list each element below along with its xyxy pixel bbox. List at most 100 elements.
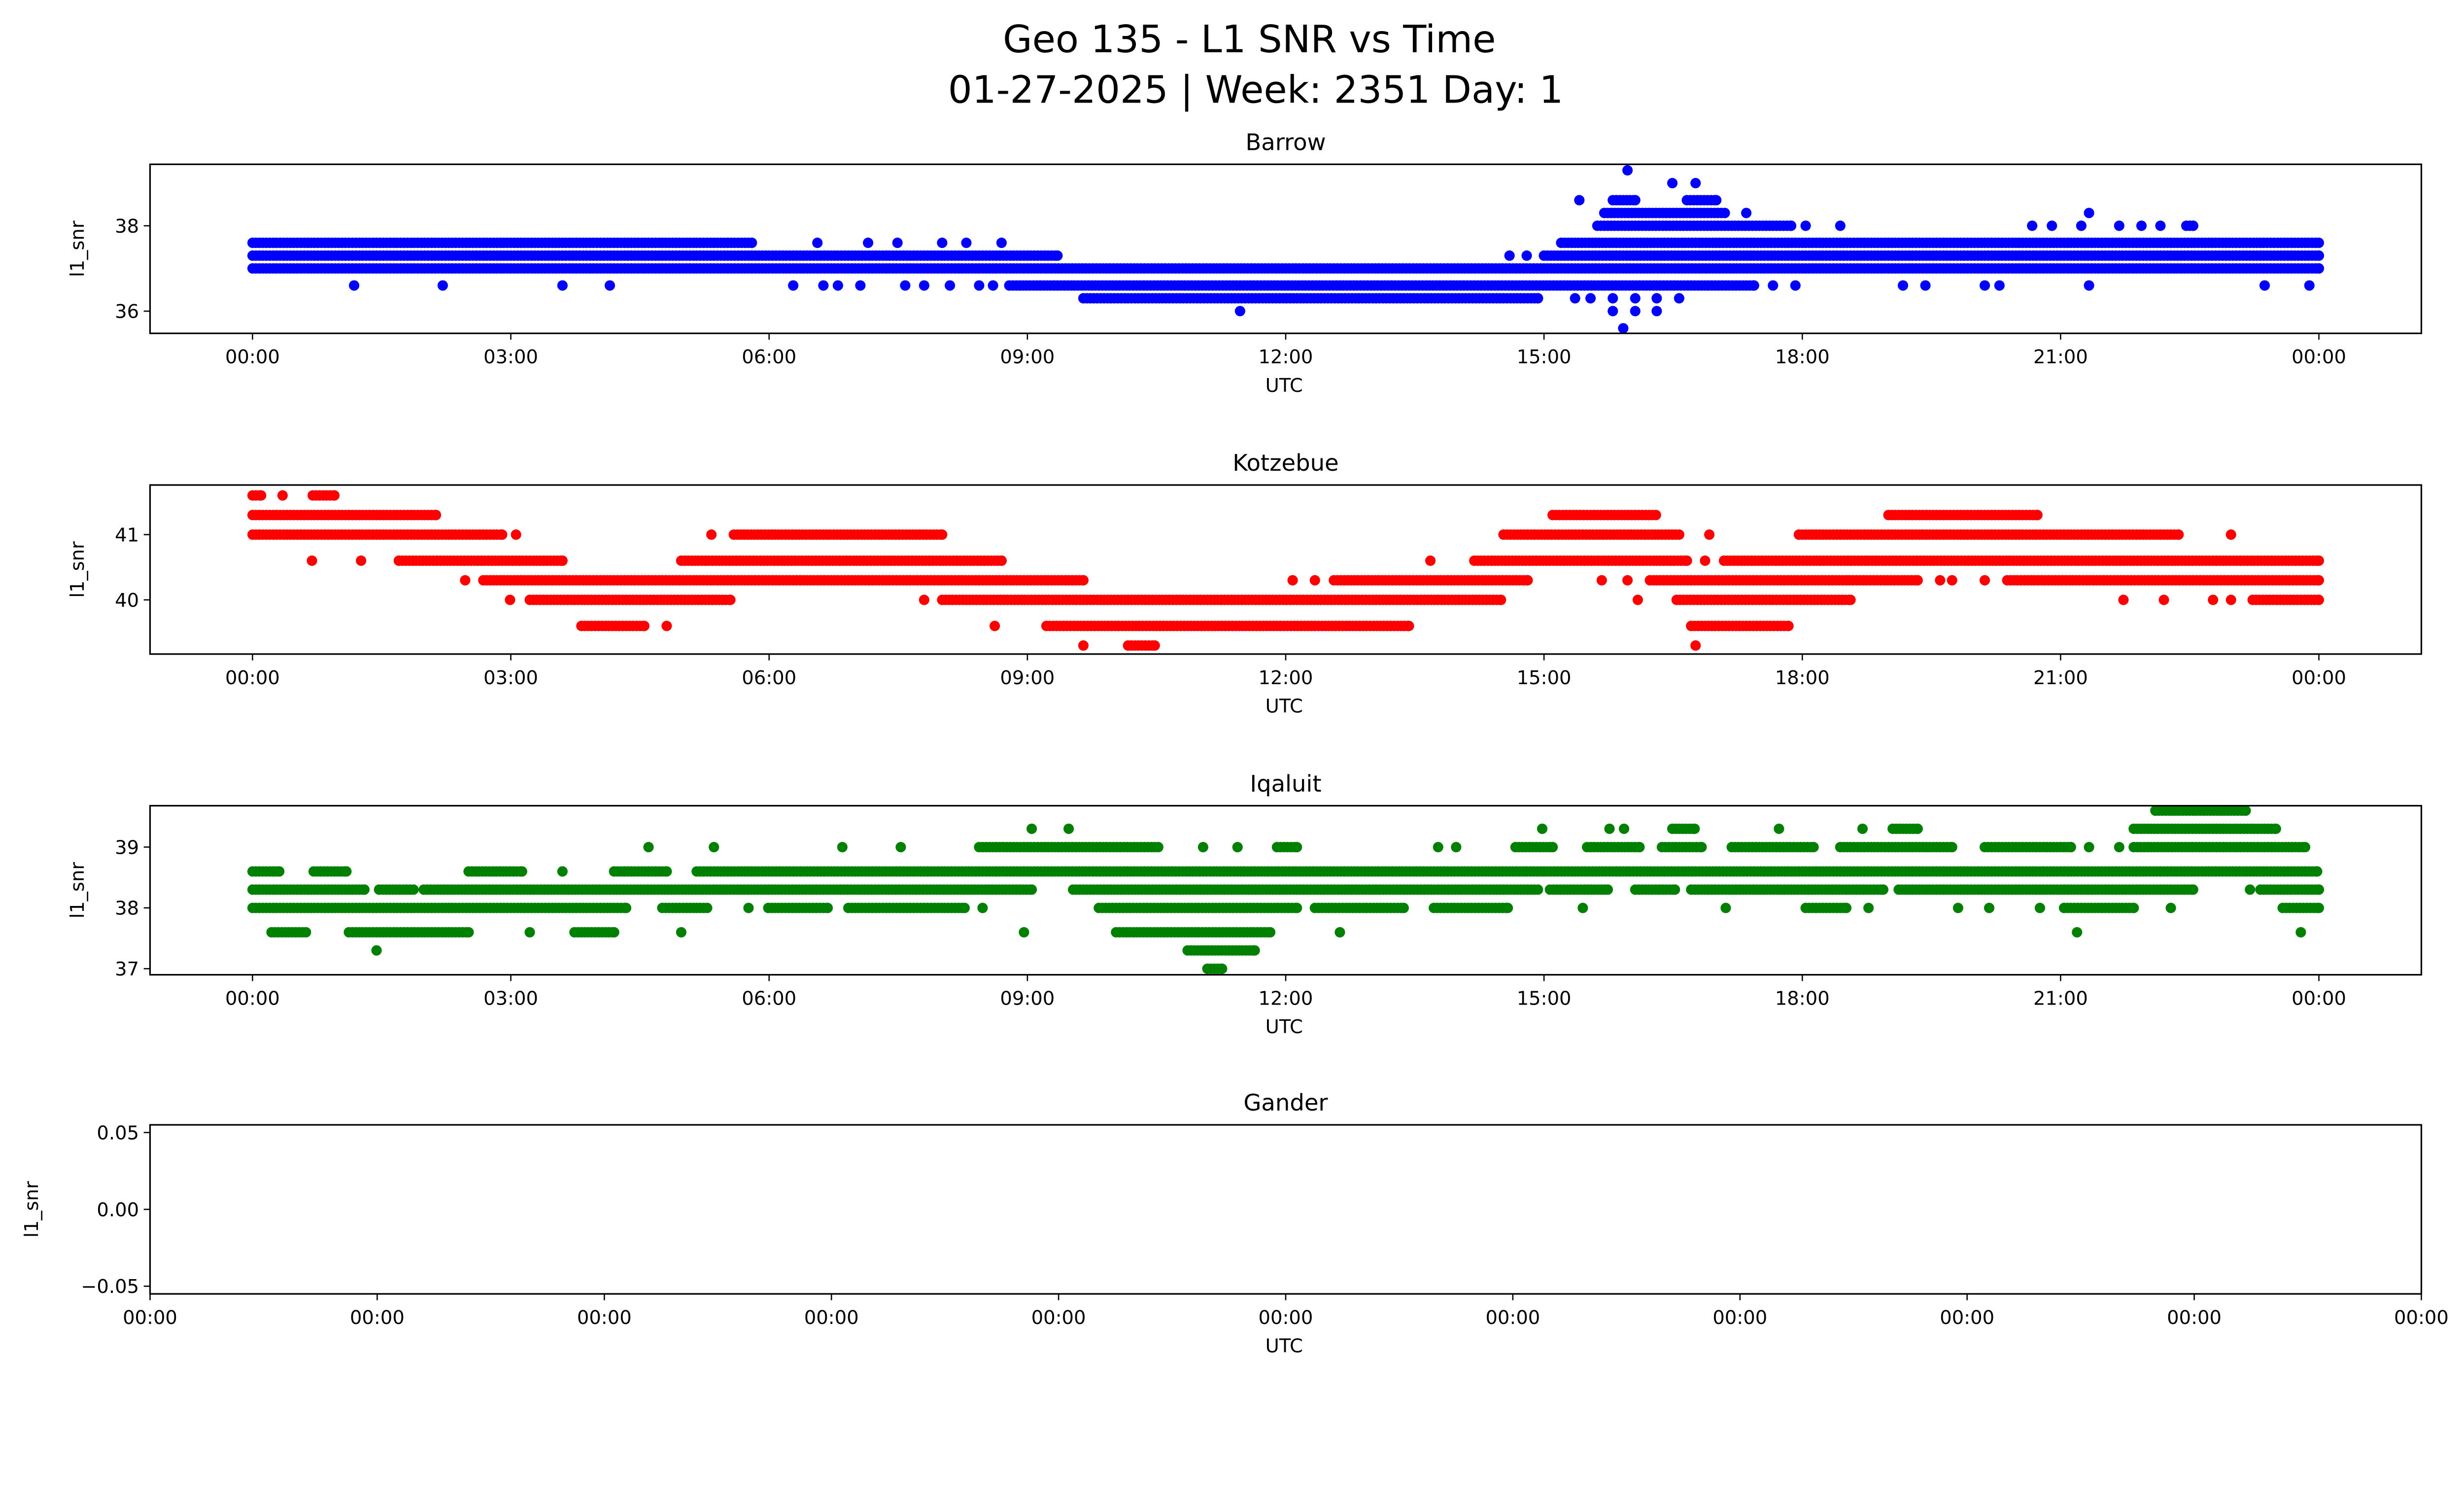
data-point: [1800, 220, 1811, 231]
data-point: [2084, 208, 2094, 218]
data-point: [1574, 195, 1585, 206]
data-point: [1027, 823, 1037, 834]
data-point: [1979, 280, 1990, 291]
data-point: [1596, 575, 1607, 586]
data-point: [900, 280, 911, 291]
x-axis-label: UTC: [1266, 695, 1303, 718]
data-point: [1690, 640, 1701, 651]
data-point: [1425, 555, 1436, 566]
data-point: [2313, 594, 2325, 605]
data-points: [247, 490, 2325, 651]
data-point: [341, 866, 352, 877]
data-point: [937, 238, 948, 248]
data-point: [961, 238, 972, 248]
data-point: [2313, 238, 2325, 248]
data-point: [643, 842, 654, 853]
data-point: [1198, 842, 1208, 853]
data-point: [1547, 842, 1558, 853]
figure-background: [0, 0, 2464, 1382]
data-points: [247, 165, 2325, 334]
data-point: [557, 280, 568, 291]
data-point: [1521, 250, 1532, 261]
data-point: [359, 884, 370, 895]
data-point: [725, 594, 736, 605]
data-point: [1651, 306, 1662, 316]
data-point: [1947, 842, 1957, 853]
data-point: [1979, 575, 1990, 586]
data-point: [2270, 823, 2281, 834]
data-point: [1232, 842, 1243, 853]
data-point: [1149, 640, 1160, 651]
data-point: [1451, 842, 1462, 853]
data-point: [1912, 823, 1923, 834]
data-point: [747, 238, 757, 248]
data-point: [2084, 280, 2094, 291]
data-point: [1504, 250, 1515, 261]
data-point: [1602, 884, 1613, 895]
data-point: [1153, 842, 1164, 853]
data-point: [2225, 529, 2236, 540]
data-point: [2299, 842, 2311, 853]
data-point: [1078, 575, 1089, 586]
data-point: [2208, 594, 2219, 605]
data-point: [2047, 220, 2057, 231]
figure-title-line2: 01-27-2025 | Week: 2351 Day: 1: [948, 68, 1564, 112]
data-point: [709, 842, 719, 853]
data-point: [349, 280, 360, 291]
data-point: [1667, 177, 1678, 189]
data-point: [497, 529, 508, 540]
data-point: [639, 621, 650, 631]
y-tick-label: 40: [115, 590, 139, 612]
figure: Geo 135 - L1 SNR vs Time 01-27-2025 | We…: [0, 0, 2464, 1382]
y-tick-label: 38: [115, 215, 139, 238]
data-point: [256, 490, 267, 501]
data-point: [855, 280, 866, 291]
data-point: [1309, 575, 1320, 586]
data-point: [307, 555, 317, 566]
x-tick-label: 09:00: [1000, 667, 1055, 689]
data-point: [460, 575, 471, 586]
data-point: [2027, 220, 2038, 231]
data-point: [837, 842, 848, 853]
data-point: [2084, 842, 2094, 853]
data-point: [892, 238, 903, 248]
data-point: [706, 529, 717, 540]
data-point: [2312, 866, 2323, 877]
data-point: [1711, 195, 1722, 206]
subplot-title: Barrow: [1245, 129, 1326, 155]
data-point: [818, 280, 829, 291]
data-point: [1052, 250, 1063, 261]
y-axis-label: l1_snr: [67, 220, 89, 277]
data-point: [1618, 323, 1629, 334]
data-point: [2259, 280, 2270, 291]
data-point: [990, 621, 1000, 631]
data-point: [505, 594, 515, 605]
data-point: [2313, 263, 2325, 274]
data-point: [988, 280, 998, 291]
data-point: [2188, 220, 2198, 231]
data-point: [1681, 555, 1692, 566]
data-point: [1947, 575, 1957, 586]
data-point: [1768, 280, 1779, 291]
data-point: [1604, 823, 1615, 834]
data-point: [1537, 823, 1548, 834]
data-point: [516, 866, 527, 877]
data-point: [1689, 823, 1700, 834]
data-point: [1696, 842, 1707, 853]
data-point: [1741, 208, 1752, 218]
data-point: [1234, 306, 1245, 316]
figure-title-line1: Geo 135 - L1 SNR vs Time: [1003, 18, 1496, 62]
subplot-title: Kotzebue: [1232, 450, 1338, 476]
data-point: [1433, 842, 1443, 853]
data-point: [812, 238, 823, 248]
x-tick-label: 00:00: [225, 346, 280, 368]
data-point: [1630, 195, 1641, 206]
data-point: [661, 866, 672, 877]
data-point: [1994, 280, 2005, 291]
data-point: [832, 280, 843, 291]
y-tick-label: 41: [115, 524, 139, 546]
data-point: [511, 529, 521, 540]
x-tick-label: 03:00: [483, 667, 538, 689]
y-axis-label: l1_snr: [67, 541, 89, 598]
data-point: [1670, 884, 1680, 895]
